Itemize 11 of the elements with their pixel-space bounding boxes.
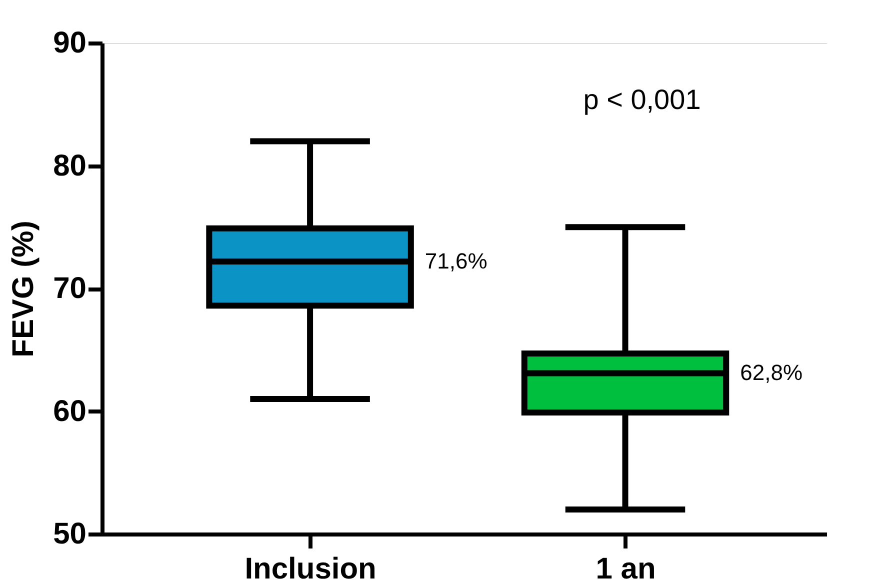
y-tick-label: 60 bbox=[53, 394, 86, 428]
y-tick-label: 90 bbox=[53, 26, 86, 60]
annotation: 62,8% bbox=[740, 360, 803, 386]
annotation: 71,6% bbox=[424, 248, 488, 274]
y-tick-label: 70 bbox=[53, 272, 86, 305]
x-tick-label: 1 an bbox=[596, 552, 656, 586]
y-tick-label: 80 bbox=[53, 149, 86, 182]
y-tick-label: 50 bbox=[53, 518, 86, 550]
annotation: p < 0,001 bbox=[583, 84, 701, 115]
y-axis-title: FEVG (%) bbox=[7, 220, 40, 358]
x-tick-label: Inclusion bbox=[244, 552, 376, 586]
